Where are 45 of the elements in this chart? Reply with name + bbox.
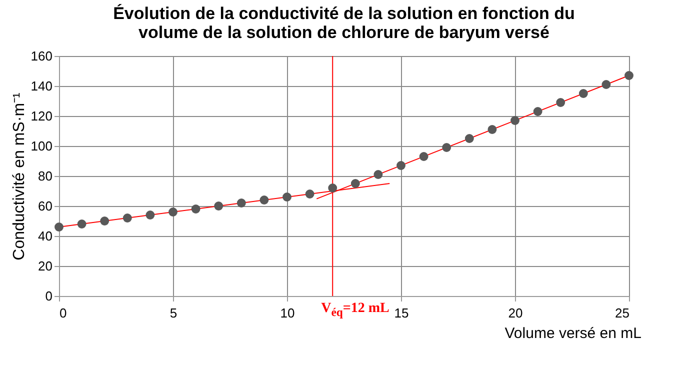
point <box>624 71 634 80</box>
point <box>578 89 588 98</box>
point <box>533 107 542 116</box>
point <box>100 216 110 226</box>
y-tick-label: 20 <box>38 258 52 274</box>
y-tick-label: 60 <box>38 198 52 214</box>
point <box>214 202 224 210</box>
point <box>168 208 178 216</box>
point <box>191 204 200 214</box>
x-tick-label: 15 <box>394 306 409 320</box>
y-tick-label: 100 <box>30 138 52 154</box>
point <box>54 222 64 232</box>
point <box>602 80 611 89</box>
point <box>556 98 566 107</box>
point <box>464 134 474 143</box>
x-tick-label: 20 <box>508 306 523 320</box>
point <box>510 116 520 125</box>
y-tick-label: 160 <box>30 48 52 64</box>
y-tick-label: 120 <box>30 108 52 124</box>
point <box>305 190 314 198</box>
point <box>396 161 406 170</box>
point <box>77 220 86 228</box>
point <box>374 170 383 179</box>
x-tick-label: 0 <box>60 306 67 320</box>
point <box>146 210 155 220</box>
point <box>122 214 132 222</box>
point <box>328 184 338 192</box>
point <box>236 198 246 208</box>
point <box>260 196 269 204</box>
y-axis-title: Conductivité en mS·m⁻¹ <box>10 92 28 260</box>
y-tick-label: 0 <box>45 288 52 304</box>
x-axis-title: Volume versé en mL <box>504 324 642 342</box>
y-tick-label: 80 <box>38 168 52 184</box>
point <box>442 143 452 152</box>
chart-title: Évolution de la conductivité de la solution en fonction du volume de la solution de chlorure de baryum versé <box>113 3 575 42</box>
y-tick-label: 140 <box>30 78 52 94</box>
ref-line-label: V$_{éq}$=12 mL <box>321 300 390 318</box>
point <box>488 125 497 134</box>
point <box>350 179 360 188</box>
point <box>419 152 428 161</box>
point <box>282 192 292 202</box>
x-tick-label: 5 <box>170 306 178 320</box>
y-tick-label: 40 <box>38 228 52 244</box>
x-tick-label: 25 <box>615 306 630 320</box>
x-tick-label: 10 <box>280 306 295 320</box>
